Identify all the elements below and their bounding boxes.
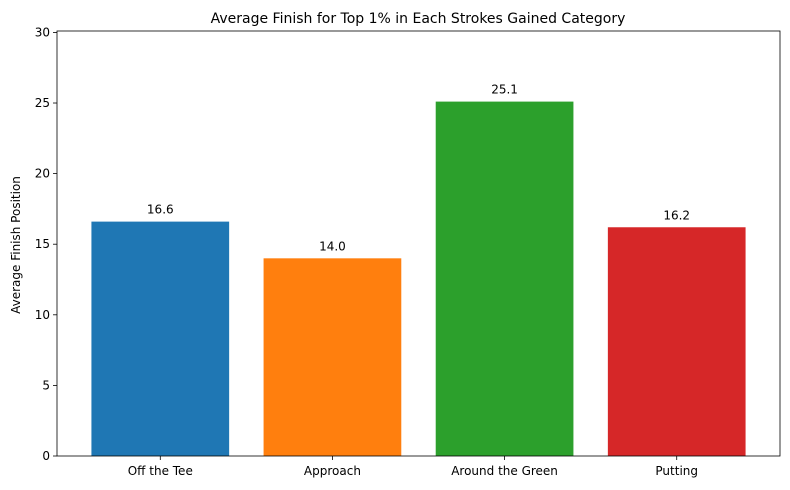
y-axis-label: Average Finish Position	[9, 176, 23, 314]
data-label: 16.6	[147, 203, 174, 217]
x-tick-label: Around the Green	[451, 464, 558, 478]
bar-around-the-green	[435, 101, 574, 456]
y-tick-label: 10	[35, 308, 50, 322]
y-tick-label: 30	[35, 25, 50, 39]
y-tick-label: 25	[35, 96, 50, 110]
y-tick-label: 0	[42, 449, 50, 463]
x-tick-label: Approach	[304, 464, 361, 478]
chart-title: Average Finish for Top 1% in Each Stroke…	[211, 11, 626, 27]
axes-frame	[56, 30, 781, 457]
data-label: 25.1	[491, 83, 518, 97]
bar-approach	[263, 258, 402, 456]
data-label: 14.0	[319, 239, 346, 253]
y-tick-label: 5	[42, 378, 50, 392]
y-tick-label: 15	[35, 237, 50, 251]
y-tick-label: 20	[35, 167, 50, 181]
plot-area: 16.6 14.0 25.1 16.2 0 5 10 15 20 25 30 Off the Tee A…	[35, 25, 781, 478]
bar-putting	[607, 227, 746, 456]
x-tick-label: Off the Tee	[128, 464, 193, 478]
x-tick-label: Putting	[655, 464, 698, 478]
bar-off-the-tee	[91, 221, 230, 456]
data-label: 16.2	[663, 208, 690, 222]
